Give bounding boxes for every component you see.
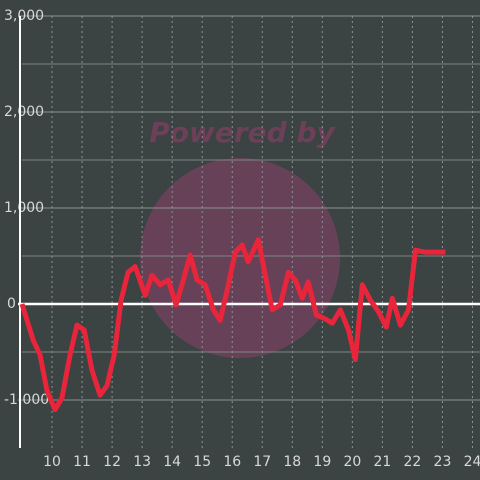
x-tick-label: 23 bbox=[434, 454, 452, 470]
x-tick-label: 21 bbox=[373, 454, 391, 470]
x-tick-label: 12 bbox=[103, 454, 121, 470]
x-tick-label: 16 bbox=[223, 454, 241, 470]
y-tick-label: 0 bbox=[7, 296, 16, 312]
y-tick-label: 3,000 bbox=[4, 8, 44, 24]
x-tick-label: 17 bbox=[253, 454, 271, 470]
x-tick-label: 15 bbox=[193, 454, 211, 470]
x-tick-label: 10 bbox=[43, 454, 61, 470]
x-tick-label: 14 bbox=[163, 454, 181, 470]
y-tick-label: 1,000 bbox=[4, 200, 44, 216]
watermark: Powered by bbox=[149, 116, 336, 149]
x-tick-label: 22 bbox=[404, 454, 422, 470]
x-tick-label: 13 bbox=[133, 454, 151, 470]
x-tick-label: 11 bbox=[73, 454, 91, 470]
x-tick-label: 24 bbox=[464, 454, 480, 470]
x-tick-label: 20 bbox=[343, 454, 361, 470]
watermark-circle bbox=[140, 158, 340, 358]
x-tick-label: 19 bbox=[313, 454, 331, 470]
y-tick-label: 2,000 bbox=[4, 104, 44, 120]
y-tick-label: -1,000 bbox=[4, 392, 49, 408]
data-line bbox=[19, 237, 446, 413]
x-tick-label: 18 bbox=[283, 454, 301, 470]
